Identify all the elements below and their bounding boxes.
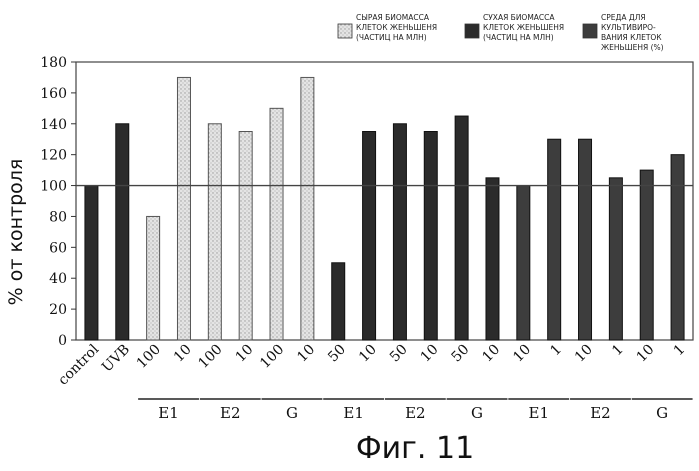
y-tick-label: 140 (40, 117, 67, 133)
x-tick-label: 50 (325, 342, 349, 366)
bar-8 (301, 77, 314, 340)
x-tick-label: 100 (195, 342, 225, 372)
group-label: E1 (529, 404, 550, 422)
bar-4 (177, 77, 190, 340)
y-tick-label: 80 (49, 209, 67, 225)
group-label: G (471, 404, 483, 422)
legend-entry-text: КЛЕТОК ЖЕНЬШЕНЯ (356, 23, 437, 32)
bar-19 (640, 170, 653, 340)
y-axis: 0 20 40 60 80 100 120 140 160 180 (40, 55, 76, 349)
legend-swatch (338, 24, 352, 38)
group-labels: E1 E2 G E1 E2 G E1 E2 G (138, 399, 692, 422)
bar-9 (332, 263, 345, 340)
x-tick-label: 10 (479, 342, 503, 366)
x-tick-label: 10 (418, 342, 442, 366)
legend-entry-text: КЛЕТОК ЖЕНЬШЕНЯ (483, 23, 564, 32)
figure-caption: Фиг. 11 (356, 431, 474, 466)
legend-entry-text: КУЛЬТИВИРО- (601, 23, 656, 32)
y-axis-label: % от контроля (5, 159, 27, 306)
legend-entry-text: СРЕДА ДЛЯ (601, 13, 646, 22)
bar-17 (579, 139, 592, 340)
x-tick-label: 50 (387, 342, 411, 366)
x-tick-label: 10 (294, 342, 318, 366)
x-tick-label: 100 (134, 342, 164, 372)
y-tick-label: 60 (49, 240, 67, 256)
group-label: E2 (220, 404, 241, 422)
bar-20 (671, 155, 684, 340)
y-tick-label: 0 (58, 333, 67, 349)
legend-entry-text: ЖЕНЬШЕНЯ (%) (601, 43, 664, 52)
y-tick-label: 180 (40, 55, 67, 71)
legend-entry-text: СЫРАЯ БИОМАССА (356, 13, 430, 22)
bar-13 (455, 116, 468, 340)
bar-5 (208, 124, 221, 340)
bar-11 (393, 124, 406, 340)
bar-10 (363, 132, 376, 341)
x-tick-label: UVB (99, 342, 133, 376)
x-tick-label: 1 (547, 342, 565, 360)
group-label: E2 (405, 404, 426, 422)
plot-border (76, 62, 693, 340)
x-tick-label: 1 (671, 342, 689, 360)
x-tick-label: 1 (609, 342, 627, 360)
y-tick-label: 100 (40, 179, 67, 195)
x-tick-label: 10 (171, 342, 195, 366)
y-tick-label: 160 (40, 86, 67, 102)
legend-entry-text: (ЧАСТИЦ НА МЛН) (483, 33, 554, 42)
bar-6 (239, 132, 252, 341)
bar-12 (424, 132, 437, 341)
bars (85, 77, 684, 340)
group-label: G (656, 404, 668, 422)
bar-3 (147, 216, 160, 340)
y-tick-label: 20 (49, 302, 67, 318)
x-tick-label: 10 (634, 342, 658, 366)
legend-entry-text: (ЧАСТИЦ НА МЛН) (356, 33, 427, 42)
group-label: E2 (590, 404, 611, 422)
bar-15 (517, 186, 530, 340)
x-tick-label: 10 (510, 342, 534, 366)
y-tick-label: 40 (49, 271, 67, 287)
bar-2 (116, 124, 129, 340)
x-tick-label: 10 (356, 342, 380, 366)
x-tick-label: 10 (233, 342, 257, 366)
y-tick-label: 120 (40, 148, 67, 164)
bar-14 (486, 178, 499, 340)
group-label: E1 (158, 404, 179, 422)
group-label: G (286, 404, 298, 422)
x-tick-label: 50 (449, 342, 473, 366)
legend: СЫРАЯ БИОМАССАКЛЕТОК ЖЕНЬШЕНЯ(ЧАСТИЦ НА … (338, 13, 664, 52)
legend-swatch (583, 24, 597, 38)
x-tick-label: 10 (572, 342, 596, 366)
x-tick-label: 100 (257, 342, 287, 372)
bar-18 (609, 178, 622, 340)
bar-7 (270, 108, 283, 340)
legend-entry-text: ВАНИЯ КЛЕТОК (601, 33, 662, 42)
bar-16 (548, 139, 561, 340)
plot-frame (76, 62, 693, 340)
legend-entry-text: СУХАЯ БИОМАССА (483, 13, 555, 22)
legend-swatch (465, 24, 479, 38)
group-label: E1 (343, 404, 364, 422)
bar-1 (85, 186, 98, 340)
x-tick-labels: controlUVB100101001010010501050105010101… (55, 341, 688, 388)
